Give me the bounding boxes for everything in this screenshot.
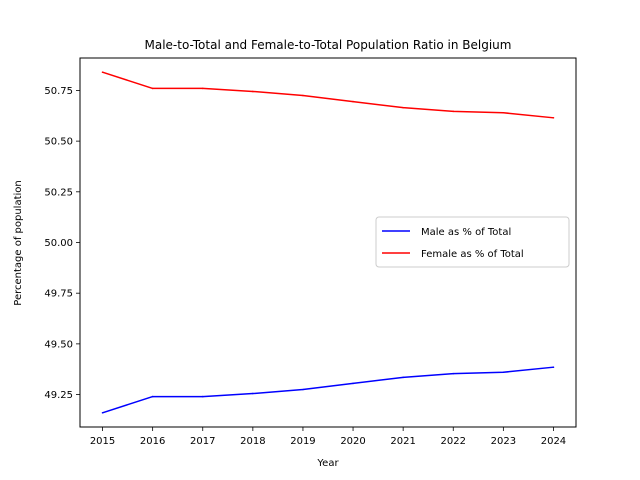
data-point-1 bbox=[101, 71, 104, 73]
x-tick-label: 2017 bbox=[190, 436, 215, 447]
y-axis: 49.25 49.50 49.75 50.00 50.25 50.50 50.75 bbox=[44, 86, 80, 401]
data-point-1 bbox=[151, 87, 154, 90]
data-point-0 bbox=[502, 371, 505, 374]
data-point-1 bbox=[201, 87, 204, 90]
y-tick-label: 49.75 bbox=[44, 289, 73, 300]
data-point-0 bbox=[452, 372, 455, 375]
x-axis: 2015 2016 2017 2018 2019 2020 2021 2022 2023 2024 bbox=[90, 427, 566, 447]
data-point-0 bbox=[101, 412, 104, 414]
data-point-0 bbox=[252, 392, 254, 395]
data-point-0 bbox=[201, 395, 204, 398]
y-tick-label: 49.50 bbox=[44, 339, 73, 350]
data-point-0 bbox=[352, 382, 354, 385]
chart-title: Male-to-Total and Female-to-Total Popula… bbox=[145, 38, 512, 52]
data-point-1 bbox=[252, 90, 254, 93]
data-point-1 bbox=[352, 100, 354, 103]
y-tick-label: 50.75 bbox=[44, 86, 73, 97]
x-tick-label: 2021 bbox=[390, 436, 415, 447]
data-point-0 bbox=[552, 366, 555, 368]
x-tick-label: 2020 bbox=[340, 436, 365, 447]
x-tick-label: 2023 bbox=[491, 436, 516, 447]
data-point-1 bbox=[502, 111, 505, 114]
legend-box bbox=[375, 216, 570, 268]
data-point-1 bbox=[552, 117, 555, 119]
data-point-1 bbox=[402, 106, 404, 109]
y-axis-label: Percentage of population bbox=[13, 180, 24, 305]
x-tick-label: 2015 bbox=[90, 436, 115, 447]
plot-area bbox=[101, 71, 555, 414]
data-point-0 bbox=[151, 395, 154, 398]
series-line-1 bbox=[102, 71, 554, 119]
y-tick-label: 50.25 bbox=[44, 187, 73, 198]
x-axis-label: Year bbox=[316, 458, 339, 469]
data-point-1 bbox=[452, 110, 455, 113]
data-point-1 bbox=[302, 94, 304, 97]
x-tick-label: 2024 bbox=[541, 436, 566, 447]
y-tick-label: 50.00 bbox=[44, 238, 73, 249]
x-tick-label: 2022 bbox=[441, 436, 466, 447]
data-point-0 bbox=[402, 376, 404, 379]
y-tick-label: 50.50 bbox=[44, 137, 73, 148]
legend-entry: Male as % of Total bbox=[421, 227, 511, 238]
x-tick-label: 2018 bbox=[240, 436, 265, 447]
legend-entry: Female as % of Total bbox=[421, 249, 524, 260]
data-point-0 bbox=[302, 388, 304, 391]
series-line-0 bbox=[102, 366, 554, 414]
y-tick-label: 49.25 bbox=[44, 390, 73, 401]
legend: Male as % of Total Female as % of Total bbox=[375, 216, 570, 268]
x-tick-label: 2019 bbox=[290, 436, 315, 447]
x-tick-label: 2016 bbox=[140, 436, 165, 447]
